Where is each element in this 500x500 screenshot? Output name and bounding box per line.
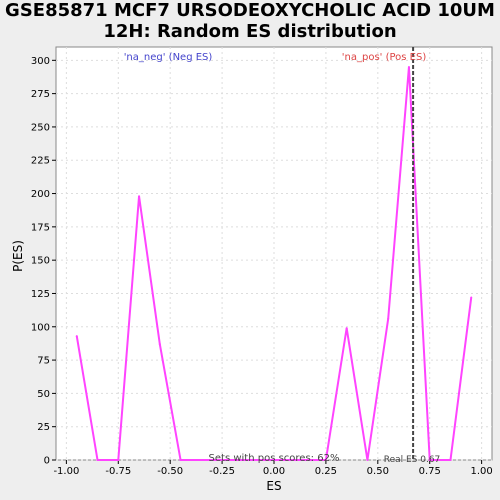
data-point <box>470 296 473 299</box>
y-tick-label: 200 <box>31 189 50 200</box>
data-point <box>387 317 390 320</box>
y-tick-label: 0 <box>44 456 50 467</box>
neg-es-label: 'na_neg' (Neg ES) <box>124 52 213 63</box>
y-tick-label: 275 <box>31 89 50 100</box>
y-tick-label: 75 <box>37 356 50 367</box>
x-axis-label: ES <box>266 479 281 493</box>
data-point <box>304 459 307 461</box>
y-tick-label: 300 <box>31 56 50 67</box>
x-tick-label: 0.75 <box>419 466 441 477</box>
y-tick-label: 125 <box>31 289 50 300</box>
data-point <box>407 65 410 68</box>
x-axis-ticks: -1.00 -0.75 -0.50 -0.25 0.00 0.25 0.50 0.75 1.00 <box>53 460 493 477</box>
data-point <box>449 459 452 461</box>
data-point <box>138 195 141 198</box>
series-layer <box>75 65 473 461</box>
data-point <box>96 459 99 461</box>
data-point <box>158 343 161 346</box>
y-tick-label: 100 <box>31 322 50 333</box>
y-tick-label: 250 <box>31 122 50 133</box>
grid <box>56 47 492 461</box>
data-point <box>241 459 244 461</box>
chart-title: GSE85871 MCF7 URSODEOXYCHOLIC ACID 10UM … <box>0 0 500 42</box>
data-point <box>179 459 182 461</box>
chart-title-line2: 12H: Random ES distribution <box>103 21 397 42</box>
data-point <box>200 459 203 461</box>
data-point <box>345 327 348 330</box>
data-point <box>428 459 431 461</box>
y-axis-ticks: 0 25 50 75 100 125 150 175 200 225 250 275 300 <box>31 56 56 467</box>
y-axis-label: P(ES) <box>11 240 25 272</box>
x-tick-label: 0.25 <box>315 466 337 477</box>
y-tick-label: 225 <box>31 156 50 167</box>
series-line <box>75 66 473 461</box>
x-tick-label: 0.00 <box>263 466 285 477</box>
real-es-label: Real ES 0.67 <box>384 455 441 465</box>
data-point <box>366 459 369 461</box>
x-tick-label: 1.00 <box>470 466 492 477</box>
y-tick-label: 50 <box>37 389 50 400</box>
y-tick-label: 150 <box>31 256 50 267</box>
data-point <box>283 459 286 461</box>
data-point <box>324 459 327 461</box>
data-point <box>221 459 224 461</box>
x-tick-label: -0.25 <box>209 466 235 477</box>
y-tick-label: 25 <box>37 422 50 433</box>
data-point <box>75 335 78 338</box>
pos-es-label: 'na_pos' (Pos ES) <box>342 52 427 63</box>
x-tick-label: -0.50 <box>157 466 183 477</box>
y-tick-label: 175 <box>31 222 50 233</box>
chart-title-line1: GSE85871 MCF7 URSODEOXYCHOLIC ACID 10UM <box>5 0 495 21</box>
x-tick-label: -1.00 <box>53 466 79 477</box>
x-tick-label: -0.75 <box>105 466 131 477</box>
data-point <box>262 459 265 461</box>
sets-with-pos-scores-label: Sets with pos scores: 62% <box>209 453 340 464</box>
x-tick-label: 0.50 <box>367 466 389 477</box>
data-point <box>117 459 120 461</box>
